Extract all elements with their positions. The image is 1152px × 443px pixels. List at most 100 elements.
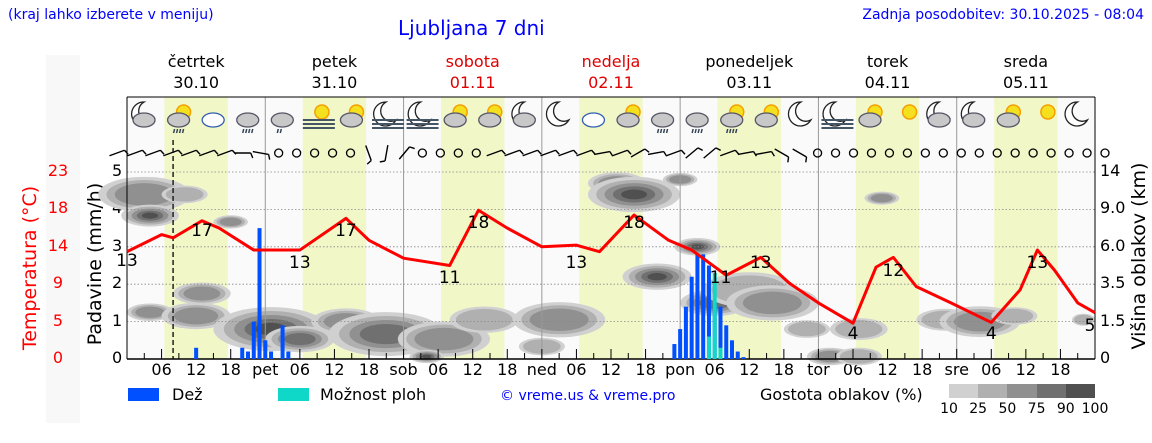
temperature-label: 11 [438,267,461,288]
rain-bar [701,254,706,359]
day-date: 01.11 [449,73,496,92]
cloud-density-blob [529,308,589,331]
fog-moon-icon [821,101,854,129]
cloud-density-blob [1074,314,1093,325]
wind-barb-icon [666,149,686,157]
temp-tick: 18 [47,198,69,218]
sun-cloud-icon [616,104,641,128]
day-date: 02.11 [588,73,634,92]
wind-barb-icon [365,145,372,165]
x-tick-label: 06 [151,360,172,379]
density-tick: 10 [940,401,958,417]
rain-icon [236,112,260,134]
cloud-density-blob [283,332,316,346]
cloud-density-blob [455,308,513,331]
height-tick: 1.5 [1100,310,1126,330]
temperature-label: 4 [985,324,997,345]
rain-icon [685,112,709,134]
calm-wind-icon [309,148,320,158]
day-date: 30.10 [173,73,220,92]
calm-wind-icon [435,148,445,158]
x-tick-label: pon [665,360,696,379]
cloud-density-blob [165,187,204,202]
density-tick: 50 [998,401,1017,417]
sun-cloud-icon [754,104,780,128]
temp-tick: 0 [52,348,64,367]
x-tick-label: 12 [600,360,622,379]
cloud-density-blob [647,273,667,281]
cloud-density-blob [114,183,174,206]
x-tick-label: 12 [877,360,898,379]
wind-barb-icon [522,149,542,157]
wind-barb-icon [199,149,219,157]
wind-barb-icon [685,147,704,159]
calm-wind-icon [848,148,859,158]
temperature-label: 17 [335,220,357,241]
temp-tick: 23 [47,161,69,180]
cloud-density-blob [414,327,474,351]
cloud-icon [581,112,606,128]
x-tick-label: 12 [739,360,760,379]
precip-tick: 2 [112,273,123,293]
rain-bar [695,254,700,359]
rain-bar [240,347,245,359]
density-tick: 75 [1027,401,1046,417]
wind-barb-icon [252,150,271,160]
calm-wind-icon [345,148,356,158]
wind-barb-icon [379,144,389,163]
wind-barb-icon [181,149,201,157]
shower-bar [718,347,723,359]
fog-moon-icon [372,101,405,129]
wind-barb-icon [486,149,506,157]
wind-barb-icon [647,150,668,157]
rain-bar [194,347,199,359]
shower-bar [706,336,711,359]
cloud-density-blob [183,286,221,301]
calm-wind-icon [274,148,284,158]
height-tick: 0 [1100,348,1111,367]
wind-barb-icon [234,152,254,159]
precip-tick: 0 [112,348,123,367]
height-tick: 14 [1100,161,1121,180]
x-tick-label: 12 [324,360,345,379]
x-tick-label: sob [389,360,418,379]
height-tick: 9.0 [1100,198,1126,218]
sun-cloud-rain-icon [720,104,745,134]
x-tick-label: 06 [981,360,1002,379]
cloud-density-blob [788,321,826,337]
density-swatch [1065,384,1095,398]
density-swatch [1007,384,1037,398]
cloud-density-blob [141,212,159,219]
rain-bar [678,329,683,359]
cloud-density-blob [621,189,647,200]
sun-cloud-icon [443,104,468,128]
location-hint[interactable]: (kraj lahko izberete v meniju) [8,7,214,23]
cloud-icon [201,112,225,128]
temp-tick: 9 [52,273,64,293]
day-date: 03.11 [726,73,773,92]
rain-bar [286,351,291,359]
moon-icon [787,101,813,127]
temperature-line [126,208,1096,325]
wind-barb-icon [703,147,722,159]
wind-barb-icon [774,148,790,163]
wind-barb-icon [737,150,758,157]
x-tick-label: pet [252,360,279,379]
temperature-label: 13 [116,251,138,272]
density-swatch [949,384,979,398]
day-name: ponedeljek [705,52,794,71]
x-tick-label: 18 [635,360,656,379]
day-date: 04.11 [864,73,911,92]
rain-bar [706,265,711,359]
x-tick-label: sre [944,360,969,379]
precip-tick: 3 [112,235,123,255]
density-tick: 100 [1081,401,1109,417]
credit-link[interactable]: © vreme.us & vreme.pro [500,388,676,404]
cloud-density-blob [995,308,1034,324]
rain-bar [718,306,723,359]
cloud-density-blob [870,193,893,203]
rain-bar [263,340,268,359]
density-swatch [978,384,1008,398]
fog-moon-icon [406,101,439,129]
